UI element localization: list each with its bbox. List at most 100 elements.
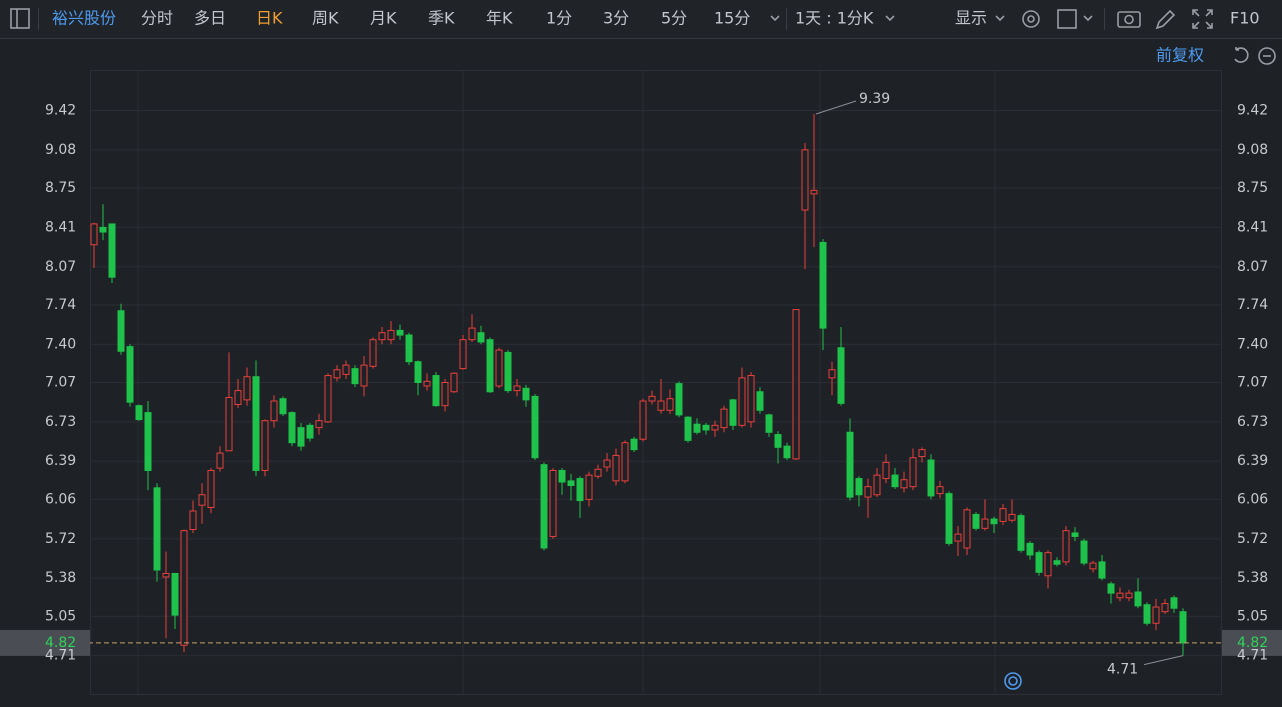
adjust-mode[interactable]: 前复权 xyxy=(1156,46,1204,65)
period-selector[interactable]: 1天 : 1分K xyxy=(795,9,874,28)
candle-body xyxy=(288,412,296,444)
draw-icon[interactable] xyxy=(1155,9,1176,30)
candle-body xyxy=(990,518,998,525)
screenshot-icon[interactable] xyxy=(1117,11,1141,28)
candle-body xyxy=(153,487,161,571)
candle-body xyxy=(864,486,872,498)
y-tick-label: 7.07 xyxy=(1237,375,1268,391)
candle-body xyxy=(297,427,305,447)
y-tick-label: 9.08 xyxy=(1237,142,1268,158)
candle-body xyxy=(909,457,917,488)
candle-body xyxy=(423,380,431,387)
chevron-icon[interactable] xyxy=(770,15,780,22)
event-marker[interactable] xyxy=(1004,672,1022,690)
candle-body xyxy=(126,346,134,403)
period-tab[interactable]: 1分 xyxy=(546,9,572,28)
candle-body xyxy=(513,385,521,392)
period-tab[interactable]: 周K xyxy=(312,9,339,28)
low-leader xyxy=(1143,655,1184,666)
candle-body xyxy=(981,518,989,529)
period-tab[interactable]: 3分 xyxy=(603,9,629,28)
candle-body xyxy=(1017,515,1025,551)
sidebar-toggle-icon[interactable] xyxy=(10,8,30,29)
y-tick-label: 9.42 xyxy=(45,103,76,119)
candle-body xyxy=(522,387,530,401)
period-tab[interactable]: 分时 xyxy=(141,9,173,28)
candle-body xyxy=(1125,592,1133,599)
candle-body xyxy=(324,375,332,423)
high-annotation: 9.39 xyxy=(859,91,890,107)
candle-body xyxy=(1089,562,1097,570)
candle-body xyxy=(342,364,350,375)
checkbox-icon[interactable] xyxy=(1057,9,1077,29)
period-tab[interactable]: 日K xyxy=(256,9,283,28)
candle-body xyxy=(540,464,548,549)
candle-body xyxy=(1044,552,1052,577)
period-tab[interactable]: 季K xyxy=(428,9,455,28)
candle-body xyxy=(999,508,1007,522)
zoom-out-icon[interactable] xyxy=(1258,47,1276,65)
candle-body xyxy=(702,424,710,431)
candle-body xyxy=(90,223,98,246)
candle-body xyxy=(738,377,746,426)
candle-body xyxy=(315,420,323,429)
chevron-icon[interactable] xyxy=(995,15,1005,22)
y-tick-label: 6.39 xyxy=(45,453,76,469)
y-tick-label: 5.05 xyxy=(45,608,76,624)
f10-button[interactable]: F10 xyxy=(1230,9,1260,28)
candle-body xyxy=(846,431,854,498)
candle-body xyxy=(918,449,926,458)
candle-body xyxy=(144,412,152,471)
y-tick-label: 6.73 xyxy=(45,414,76,430)
plot xyxy=(0,100,1282,666)
candle-body xyxy=(1161,603,1169,613)
candle-body xyxy=(630,438,638,451)
fullscreen-icon[interactable] xyxy=(1192,9,1213,29)
candle-body xyxy=(279,398,287,415)
candle-body xyxy=(333,369,341,379)
chevron-icon[interactable] xyxy=(1083,15,1093,22)
y-tick-label: 6.06 xyxy=(45,491,76,507)
candle-body xyxy=(891,474,899,488)
stock-name[interactable]: 裕兴股份 xyxy=(52,9,116,28)
period-tab[interactable]: 多日 xyxy=(194,9,226,28)
candle-body xyxy=(171,572,179,616)
candle-body xyxy=(1152,606,1160,624)
y-tick-label: 7.74 xyxy=(45,297,76,313)
candle-body xyxy=(774,434,782,448)
high-leader xyxy=(815,100,857,115)
period-tab[interactable]: 年K xyxy=(486,9,513,28)
candle-body xyxy=(594,468,602,477)
candle-body xyxy=(837,347,845,404)
y-tick-label: 8.41 xyxy=(1237,219,1268,235)
candle-body xyxy=(189,510,197,530)
candle-body xyxy=(819,241,827,329)
settings-icon[interactable] xyxy=(1022,10,1040,28)
candle-body xyxy=(495,349,503,387)
candle-body xyxy=(108,223,116,278)
period-tab[interactable]: 15分 xyxy=(714,9,750,28)
settings-icon-center xyxy=(1027,15,1035,23)
reset-icon[interactable] xyxy=(1234,47,1249,63)
period-tab[interactable]: 5分 xyxy=(661,9,687,28)
last-price-label: 4.82 xyxy=(1237,635,1268,651)
y-tick-label: 5.38 xyxy=(45,570,76,586)
candle-body xyxy=(1134,591,1142,607)
period-tab[interactable]: 月K xyxy=(370,9,397,28)
candle-body xyxy=(414,361,422,383)
candle-body xyxy=(576,478,584,502)
candle-body xyxy=(612,454,620,482)
candle-body xyxy=(225,397,233,452)
candle-body xyxy=(432,375,440,407)
candle-body xyxy=(657,400,665,411)
display-menu[interactable]: 显示 xyxy=(955,9,987,28)
candle-body xyxy=(693,423,701,433)
candle-body xyxy=(765,414,773,433)
y-tick-label: 8.07 xyxy=(1237,259,1268,275)
candle-body xyxy=(1179,611,1187,644)
y-tick-label: 8.07 xyxy=(45,259,76,275)
chevron-icon[interactable] xyxy=(885,15,895,22)
candle-body xyxy=(621,442,629,482)
